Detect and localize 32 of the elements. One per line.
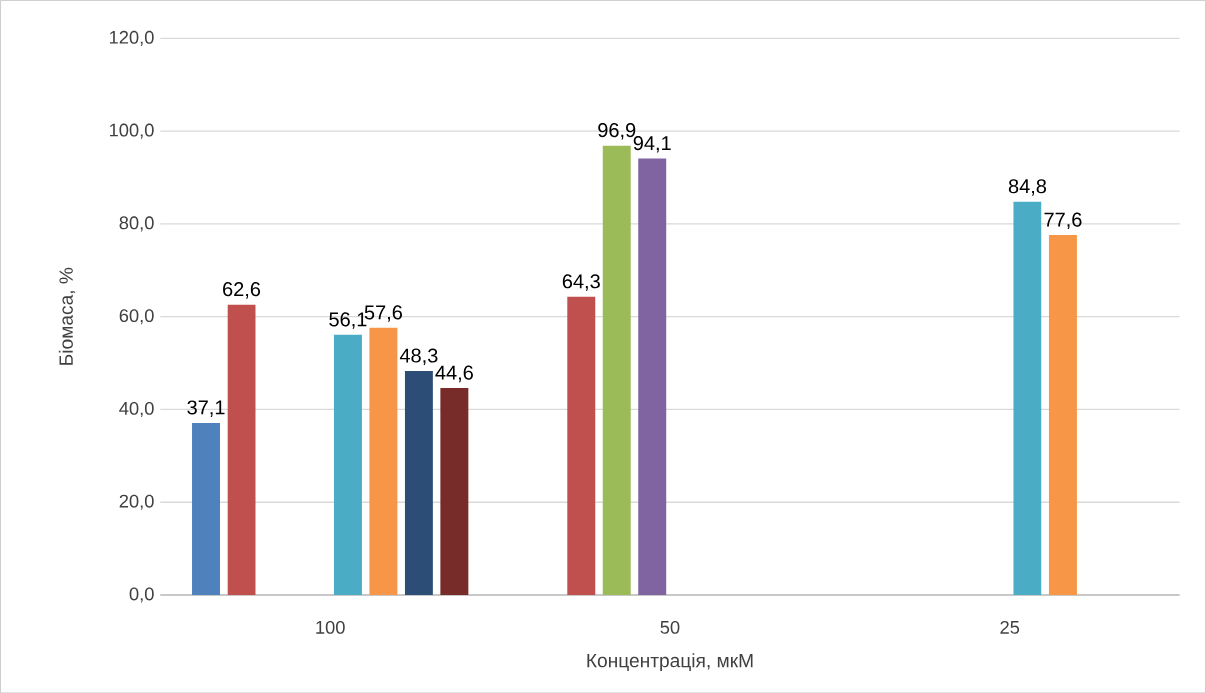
bar [227, 304, 256, 595]
data-label: 57,6 [364, 305, 402, 322]
bar [1048, 234, 1077, 595]
bar [404, 370, 433, 595]
bar [602, 145, 631, 595]
y-tick-label: 100,0 [109, 123, 154, 139]
y-axis-title: Біомаса, % [58, 267, 76, 365]
data-label: 37,1 [187, 400, 225, 417]
data-label: 48,3 [399, 348, 438, 365]
bar [567, 296, 596, 595]
y-tick-label: 60,0 [119, 308, 154, 325]
bar [369, 327, 398, 595]
bar [192, 422, 221, 595]
y-tick-label: 80,0 [119, 216, 154, 232]
bar [1013, 201, 1042, 595]
data-label: 44,6 [435, 365, 473, 382]
data-label: 56,1 [329, 312, 367, 329]
bar [333, 334, 362, 595]
bar [440, 387, 469, 595]
bar [638, 158, 667, 595]
y-tick-label: 40,0 [119, 401, 154, 417]
data-label: 64,3 [562, 274, 600, 291]
data-label: 62,6 [223, 281, 261, 299]
y-tick-label: 120,0 [109, 30, 154, 46]
y-tick-label: 20,0 [119, 494, 154, 510]
x-axis-title: Концентрація, мкМ [587, 653, 753, 671]
data-label: 77,6 [1044, 212, 1082, 229]
x-tick-label: 100 [316, 620, 345, 634]
data-label: 84,8 [1008, 178, 1047, 196]
x-tick-label: 25 [1000, 620, 1020, 634]
x-tick-label: 50 [660, 620, 680, 634]
y-tick-label: 0,0 [129, 587, 154, 603]
